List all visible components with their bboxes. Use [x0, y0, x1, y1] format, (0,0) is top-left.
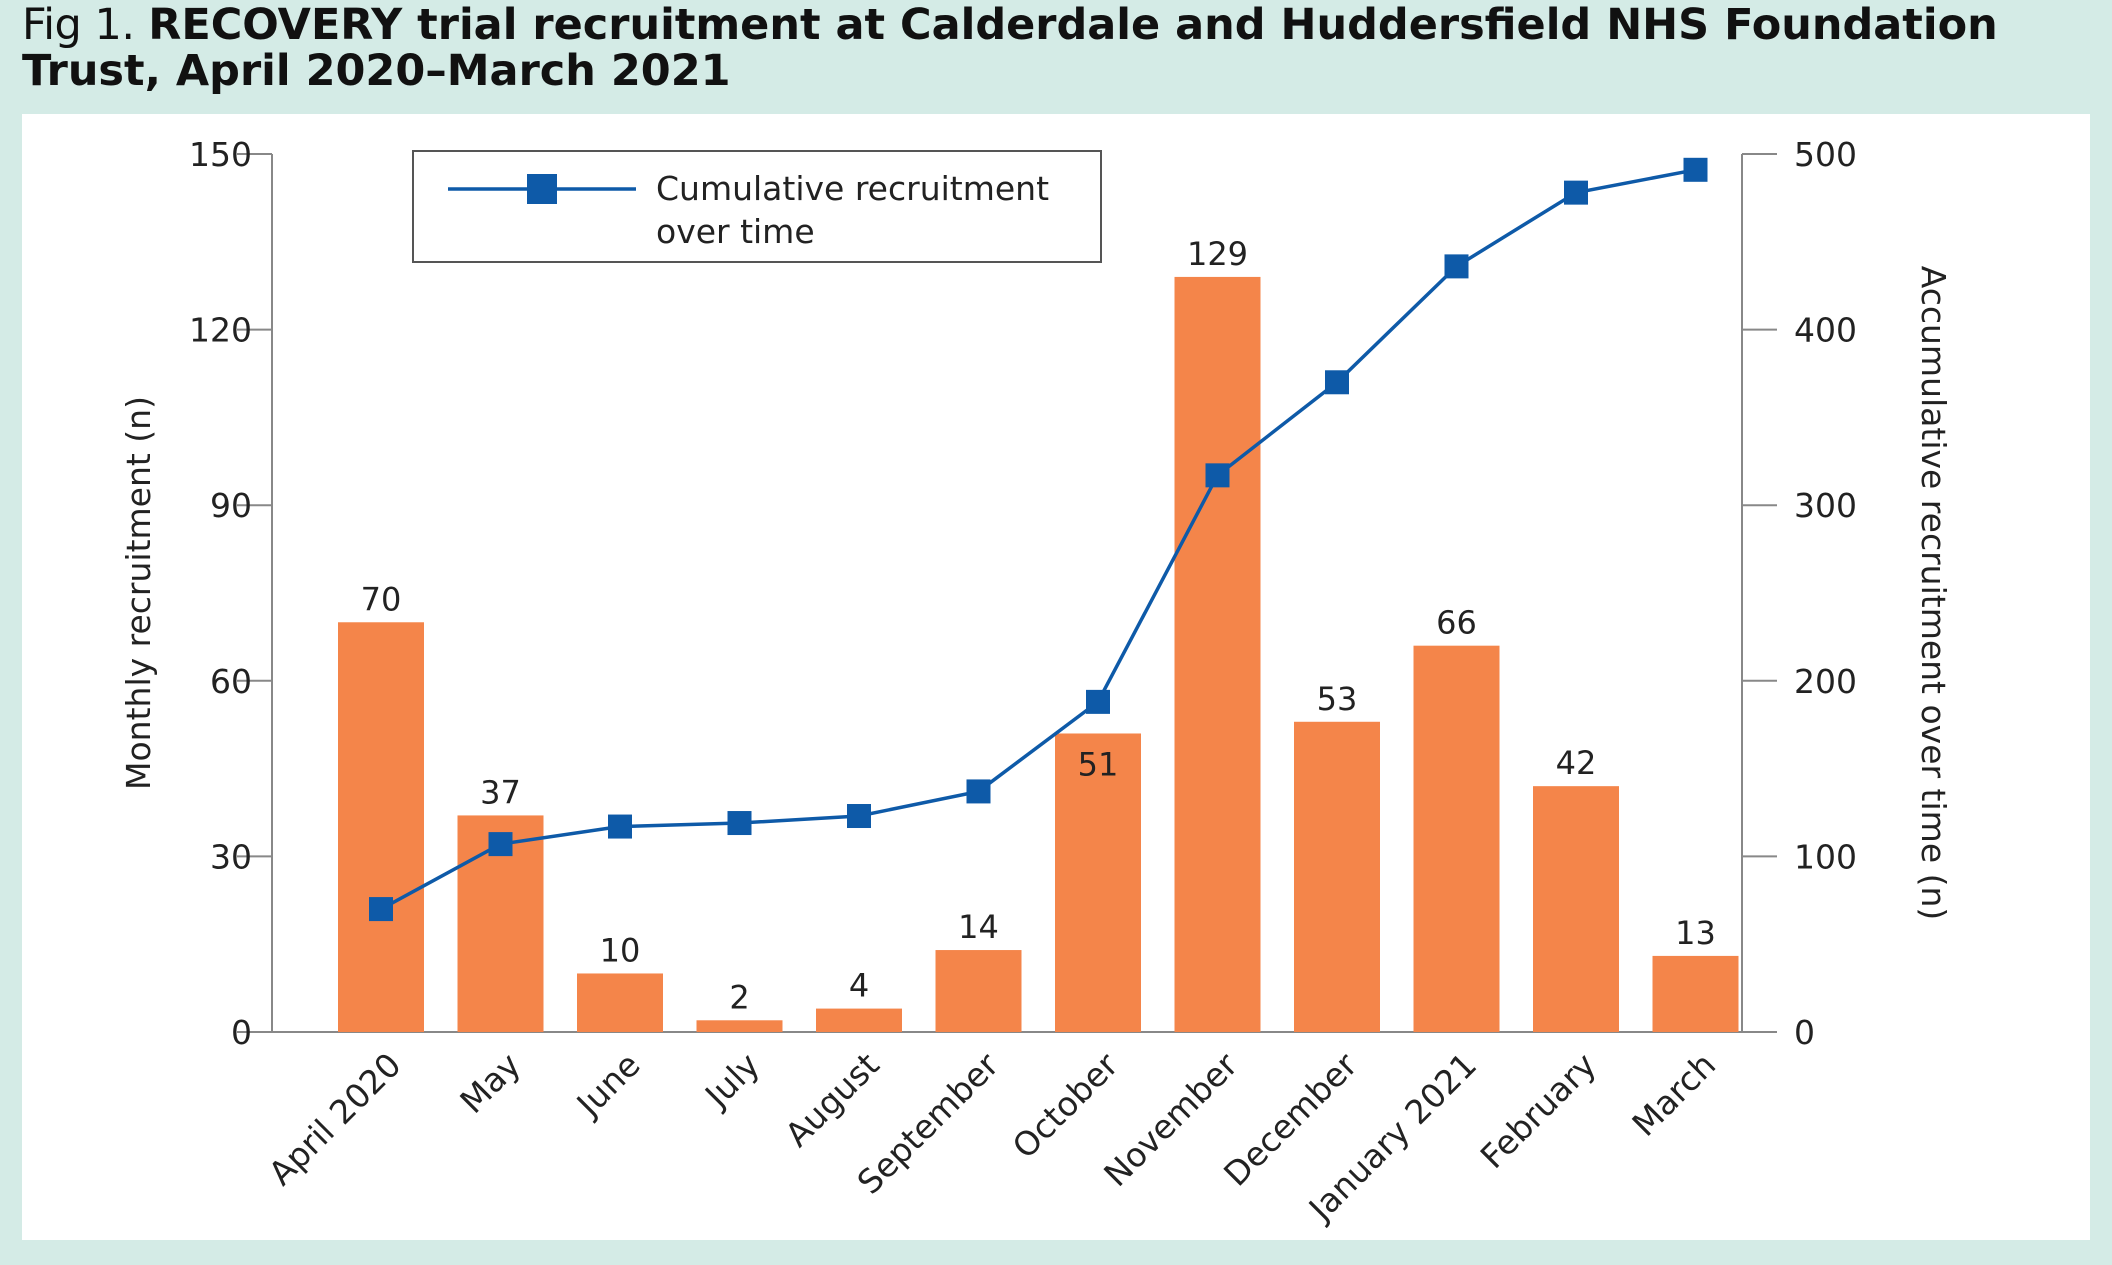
right-y-tick-label: 400 [1794, 311, 1857, 350]
cumulative-marker [1444, 254, 1469, 279]
bar-value-label: 51 [1078, 745, 1119, 783]
cumulative-marker [369, 897, 393, 922]
bar-value-label: 13 [1675, 914, 1716, 952]
left-y-tick-label: 60 [210, 662, 252, 701]
bar-october [1055, 733, 1141, 1032]
right-y-axis-title: Accumulative recruitment over time (n) [1914, 266, 1953, 921]
legend-label: over time [656, 212, 815, 251]
right-y-tick-label: 0 [1794, 1013, 1815, 1052]
cumulative-marker [1325, 370, 1349, 395]
bar-december [1294, 721, 1380, 1032]
cumulative-line [380, 168, 1696, 911]
x-tick-label: March [1624, 1045, 1723, 1144]
bar-january-2021 [1413, 645, 1500, 1032]
x-tick-label: May [452, 1045, 528, 1121]
cumulative-marker [727, 811, 752, 836]
x-tick-label: July [696, 1045, 767, 1116]
left-y-axis-title: Monthly recruitment (n) [119, 396, 158, 790]
x-tick-label: August [777, 1045, 886, 1154]
cumulative-marker [608, 814, 632, 839]
figure-label: Fig 1. [22, 0, 135, 50]
bar-april-2020 [338, 622, 424, 1032]
right-y-tick-label: 100 [1794, 837, 1857, 876]
right-y-tick-label: 300 [1794, 486, 1857, 525]
bar-value-label: 14 [958, 908, 999, 946]
bar-august [816, 1008, 902, 1032]
left-y-tick-label: 120 [189, 311, 252, 350]
bar-july [696, 1020, 783, 1032]
bar-june [577, 973, 663, 1032]
bar-value-label: 37 [480, 773, 521, 811]
bar-november [1174, 276, 1261, 1032]
cumulative-marker [1205, 463, 1230, 488]
left-y-tick-label: 0 [231, 1013, 252, 1052]
bar-february [1533, 786, 1619, 1032]
chart-panel: 0 30 60 90 120 150 0 100 200 300 400 500 Monthly rec… [22, 114, 2090, 1240]
bar-value-label: 53 [1317, 680, 1358, 718]
bar-value-label: 70 [361, 580, 402, 618]
cumulative-marker [847, 804, 871, 829]
cumulative-marker [1564, 180, 1588, 205]
cumulative-marker [1683, 157, 1708, 182]
x-tick-label: April 2020 [261, 1045, 409, 1193]
bar-september [935, 950, 1022, 1032]
cumulative-marker [966, 779, 991, 804]
legend-label: Cumulative recruitment [656, 169, 1049, 208]
legend-box [412, 150, 1102, 263]
bar-value-label: 66 [1436, 604, 1477, 642]
figure-title: RECOVERY trial recruitment at Calderdale… [22, 0, 1998, 96]
bar-value-label: 10 [600, 931, 641, 969]
bar-value-label: 129 [1187, 235, 1248, 273]
bar-value-label: 2 [729, 978, 749, 1016]
left-y-tick-label: 90 [210, 486, 252, 525]
figure-header: Fig 1. RECOVERY trial recruitment at Cal… [22, 2, 2092, 94]
cumulative-marker [1086, 689, 1110, 714]
right-y-tick-label: 200 [1794, 662, 1857, 701]
x-tick-label: February [1473, 1045, 1604, 1176]
bar-value-label: 42 [1556, 744, 1597, 782]
bar-march [1652, 955, 1739, 1032]
left-y-tick-label: 150 [189, 135, 252, 174]
recruitment-chart: 0 30 60 90 120 150 0 100 200 300 400 500 Monthly rec… [119, 135, 1953, 1229]
legend-marker-swatch [527, 174, 557, 204]
left-y-tick-label: 30 [210, 837, 252, 876]
x-tick-label: June [568, 1045, 648, 1125]
bar-value-label: 4 [849, 967, 869, 1005]
x-tick-label: October [1005, 1045, 1126, 1166]
cumulative-marker [488, 832, 513, 857]
right-y-tick-label: 500 [1794, 135, 1857, 174]
